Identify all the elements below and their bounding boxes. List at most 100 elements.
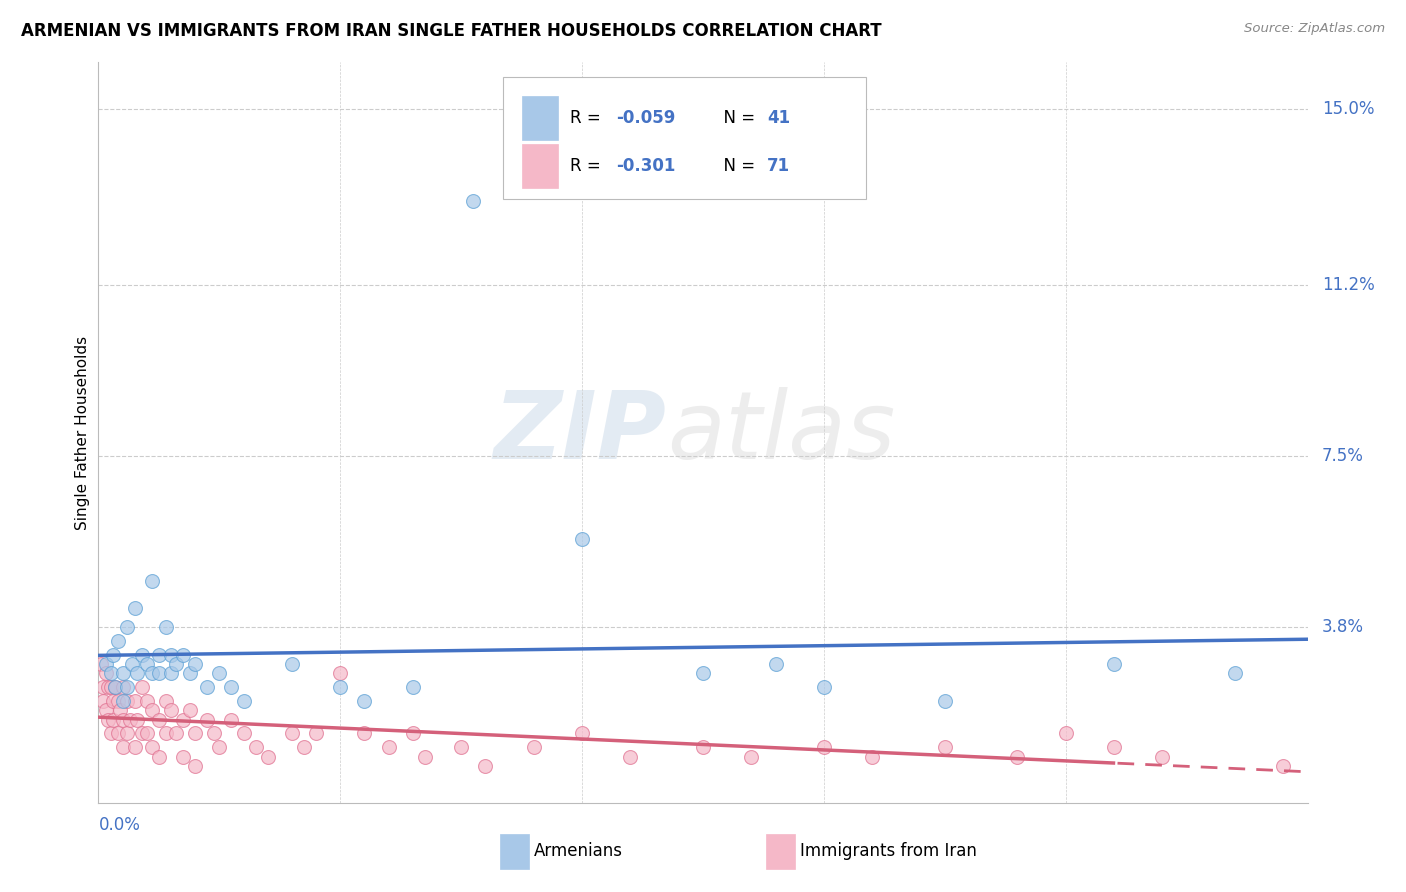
Point [934, 694, 956, 708]
Point [148, 749, 170, 764]
Point [353, 726, 375, 740]
Point [141, 666, 163, 681]
Point [97, 713, 120, 727]
Point [135, 726, 157, 740]
Point [353, 694, 375, 708]
Point [101, 648, 124, 662]
Point [245, 740, 267, 755]
Point [377, 740, 399, 755]
Point [256, 749, 278, 764]
Point [402, 680, 425, 694]
Point [184, 758, 207, 772]
Point [127, 713, 149, 727]
Point [94, 666, 117, 681]
Point [148, 666, 170, 681]
Point [148, 648, 170, 662]
Text: Armenians: Armenians [534, 842, 623, 860]
Point [571, 532, 593, 546]
Point [1007, 749, 1029, 764]
Point [155, 620, 177, 634]
Point [135, 657, 157, 671]
Text: 7.5%: 7.5% [1322, 447, 1364, 465]
Point [413, 749, 436, 764]
Point [463, 194, 485, 209]
Point [117, 694, 139, 708]
Point [160, 648, 183, 662]
Point [124, 740, 146, 755]
Point [131, 680, 153, 694]
Point [172, 749, 194, 764]
Point [184, 657, 207, 671]
Point [91, 694, 114, 708]
Point [208, 666, 231, 681]
Point [160, 666, 183, 681]
Point [124, 601, 146, 615]
Point [1054, 726, 1077, 740]
Text: atlas: atlas [666, 387, 896, 478]
Point [329, 680, 352, 694]
Point [1102, 657, 1125, 671]
Text: Immigrants from Iran: Immigrants from Iran [800, 842, 977, 860]
Point [117, 620, 139, 634]
Point [111, 713, 134, 727]
Point [111, 694, 134, 708]
Point [523, 740, 546, 755]
Bar [766, 834, 794, 870]
Point [281, 657, 304, 671]
Point [232, 694, 254, 708]
Point [692, 666, 714, 681]
Point [111, 666, 134, 681]
Point [100, 680, 122, 694]
Point [813, 680, 835, 694]
Text: ZIP: ZIP [494, 386, 666, 479]
Point [155, 694, 177, 708]
Point [692, 740, 714, 755]
Text: 0.0%: 0.0% [98, 816, 141, 834]
Point [124, 694, 146, 708]
Point [148, 713, 170, 727]
Point [90, 657, 112, 671]
Point [160, 703, 183, 717]
Text: 71: 71 [768, 157, 790, 175]
Text: -0.301: -0.301 [616, 157, 675, 175]
Point [118, 713, 141, 727]
Point [108, 703, 131, 717]
Point [94, 657, 117, 671]
Text: N =: N = [713, 157, 761, 175]
Point [141, 740, 163, 755]
Point [195, 680, 218, 694]
Point [165, 657, 187, 671]
Bar [522, 144, 558, 188]
Point [121, 657, 143, 671]
Y-axis label: Single Father Households: Single Father Households [75, 335, 90, 530]
Point [571, 726, 593, 740]
Point [117, 726, 139, 740]
Text: -0.059: -0.059 [616, 109, 675, 127]
Point [1223, 666, 1246, 681]
Point [934, 740, 956, 755]
Bar [501, 834, 529, 870]
Point [221, 713, 243, 727]
Point [135, 694, 157, 708]
Point [208, 740, 231, 755]
Text: 15.0%: 15.0% [1322, 100, 1375, 118]
Point [104, 680, 127, 694]
Point [292, 740, 315, 755]
Point [619, 749, 641, 764]
Point [155, 726, 177, 740]
Point [740, 749, 762, 764]
Point [100, 666, 122, 681]
Point [172, 648, 194, 662]
Point [1152, 749, 1174, 764]
Point [107, 694, 129, 708]
Point [184, 726, 207, 740]
Point [127, 666, 149, 681]
Point [329, 666, 352, 681]
Text: 11.2%: 11.2% [1322, 276, 1375, 293]
Text: N =: N = [713, 109, 761, 127]
Point [111, 740, 134, 755]
Point [179, 703, 201, 717]
Point [111, 680, 134, 694]
Point [860, 749, 883, 764]
Point [1102, 740, 1125, 755]
